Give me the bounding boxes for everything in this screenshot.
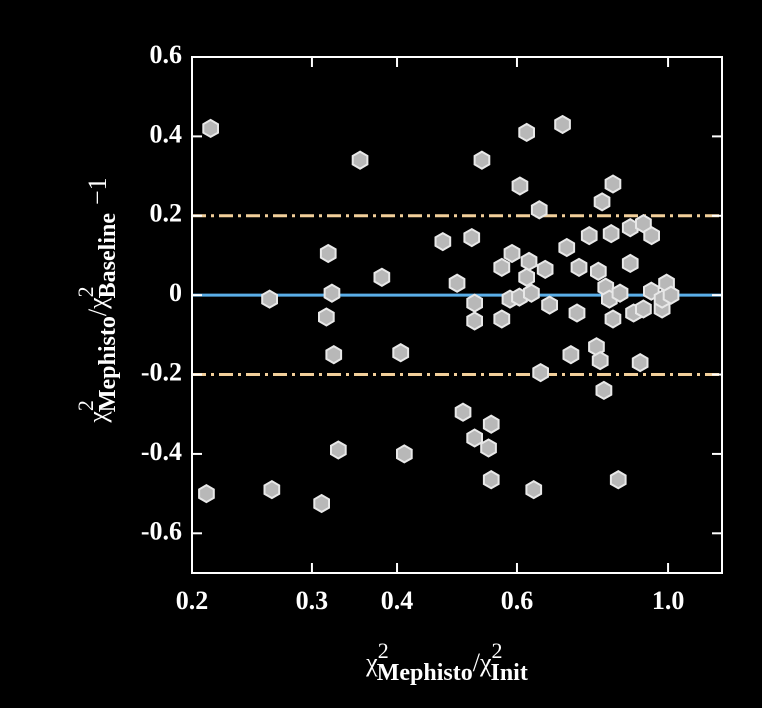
point: [493, 309, 511, 329]
x-tick-label: 0.4: [381, 586, 414, 615]
point: [493, 257, 511, 278]
point: [580, 225, 598, 246]
xlabel-label-part: 2: [491, 638, 502, 663]
y-tick-label: -0.2: [141, 358, 182, 387]
point: [351, 150, 369, 170]
point: [558, 237, 576, 258]
y-tick-label: -0.6: [141, 516, 182, 545]
y-tick-label: 0.6: [150, 40, 183, 69]
xlabel-label-part: 2: [378, 638, 389, 663]
ylabel-label: χ2Mephisto/χ2Baseline−1: [73, 177, 121, 423]
point: [373, 267, 391, 287]
ylabel-label-part: Baseline: [95, 213, 121, 299]
ylabel-label-part: 2: [73, 286, 98, 297]
point: [318, 307, 335, 327]
y-tick-label: -0.4: [141, 437, 182, 466]
point: [523, 283, 540, 303]
point: [482, 470, 500, 490]
point: [319, 243, 337, 264]
point: [330, 440, 347, 460]
x-tick-label: 1.0: [652, 586, 685, 615]
point: [562, 345, 580, 365]
point: [621, 253, 639, 274]
ylabel-label-part: χ: [83, 297, 112, 310]
point: [530, 200, 548, 220]
point: [570, 257, 588, 278]
point: [503, 243, 521, 264]
ylabel-label-part: 2: [73, 400, 98, 411]
ylabel-label-part: Mephisto: [95, 316, 121, 412]
point: [518, 122, 535, 143]
xlabel-label-part: Init: [490, 660, 527, 686]
point: [263, 479, 281, 500]
point: [261, 289, 278, 309]
xlabel-label-part: /: [473, 648, 481, 677]
xlabel-label-part: Mephisto: [377, 660, 473, 686]
point: [662, 285, 680, 305]
point: [463, 227, 481, 248]
point: [525, 479, 543, 500]
plot-frame: [191, 56, 723, 574]
point: [466, 428, 483, 448]
point: [604, 174, 622, 194]
point: [541, 295, 558, 315]
point: [609, 470, 627, 490]
xlabel-label: χ2 Mephisto/χ2 Init: [365, 638, 528, 686]
y-tick-label: 0.4: [150, 119, 183, 148]
point: [602, 223, 620, 244]
point: [313, 493, 330, 514]
x-tick-label: 0.3: [296, 586, 329, 615]
point: [554, 114, 571, 135]
y-tick-label: 0.2: [150, 199, 183, 228]
point: [325, 345, 343, 365]
point: [518, 267, 535, 287]
ylabel-label-part: −1: [83, 177, 112, 205]
ylabel-label-part: χ: [83, 411, 112, 424]
point: [611, 283, 629, 303]
point: [323, 283, 341, 303]
point: [434, 231, 452, 252]
point: [473, 150, 491, 170]
point: [590, 261, 607, 281]
point: [595, 380, 613, 401]
point: [591, 350, 609, 371]
point: [482, 414, 500, 434]
point: [396, 444, 413, 464]
point: [532, 362, 549, 383]
point: [511, 176, 529, 196]
point: [392, 343, 410, 363]
xlabel-label-part: χ: [479, 648, 492, 677]
point: [604, 309, 622, 329]
point: [466, 311, 483, 331]
point: [536, 259, 554, 280]
point: [643, 225, 660, 246]
point: [593, 192, 611, 212]
point: [635, 299, 652, 319]
x-tick-label: 0.2: [176, 586, 209, 615]
point: [568, 303, 586, 323]
point: [198, 483, 215, 504]
point: [454, 402, 472, 422]
point: [448, 273, 466, 293]
y-tick-label: 0: [169, 278, 182, 307]
point: [520, 251, 538, 272]
ylabel-label-part: /: [83, 308, 112, 316]
point: [466, 293, 483, 313]
point: [480, 438, 497, 458]
x-tick-label: 0.6: [501, 586, 534, 615]
point: [202, 118, 219, 139]
xlabel-label-part: χ: [365, 648, 378, 677]
point: [631, 352, 649, 373]
